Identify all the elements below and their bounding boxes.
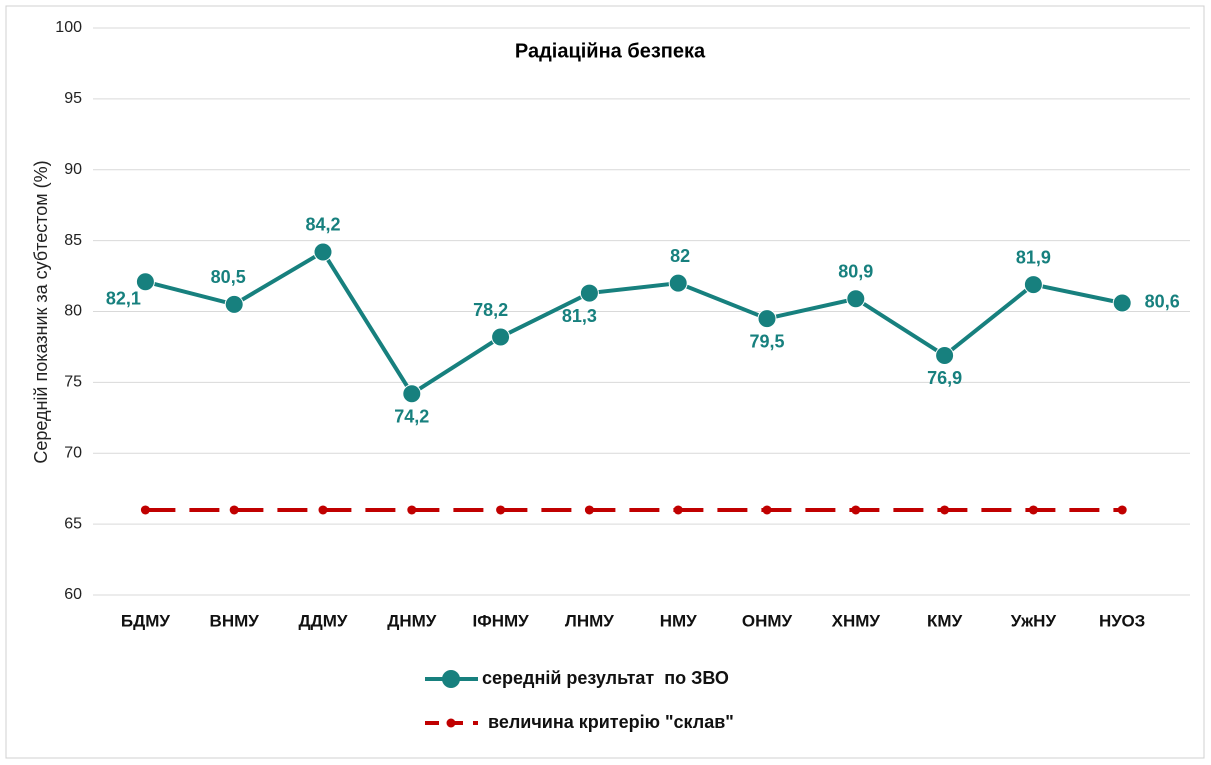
legend-label: величина критерію "склав" bbox=[488, 712, 734, 732]
data-point bbox=[940, 505, 950, 515]
data-point bbox=[851, 505, 861, 515]
x-tick-label: ДДМУ bbox=[299, 611, 348, 630]
data-point bbox=[579, 283, 599, 303]
x-tick-label: ІФНМУ bbox=[472, 611, 529, 630]
data-label: 81,3 bbox=[562, 306, 597, 326]
data-label: 74,2 bbox=[394, 406, 429, 426]
data-point bbox=[318, 505, 328, 515]
y-tick-label: 75 bbox=[64, 374, 82, 391]
line-series bbox=[144, 249, 1123, 397]
data-point bbox=[224, 294, 244, 314]
data-point bbox=[313, 242, 333, 262]
y-tick-label: 70 bbox=[64, 444, 82, 461]
x-tick-label: ОНМУ bbox=[742, 611, 793, 630]
data-point bbox=[407, 505, 417, 515]
x-tick-label: ВНМУ bbox=[210, 611, 260, 630]
x-tick-label: ХНМУ bbox=[832, 611, 881, 630]
y-tick-label: 80 bbox=[64, 303, 82, 320]
data-label: 82,1 bbox=[106, 288, 141, 308]
data-point bbox=[1117, 505, 1127, 515]
x-tick-label: НУОЗ bbox=[1099, 611, 1145, 630]
data-point bbox=[1023, 275, 1043, 295]
chart-title: Радіаційна безпека bbox=[515, 40, 706, 62]
y-axis-label: Середній показник за субтестом (%) bbox=[31, 160, 51, 463]
legend-label: середній результат по ЗВО bbox=[482, 668, 729, 688]
y-tick-label: 100 bbox=[55, 19, 82, 36]
y-tick-label: 90 bbox=[64, 161, 82, 178]
data-label: 78,2 bbox=[473, 300, 508, 320]
x-tick-label: КМУ bbox=[927, 611, 963, 630]
legend-marker bbox=[446, 718, 456, 728]
data-point bbox=[673, 505, 683, 515]
data-label: 84,2 bbox=[305, 215, 340, 235]
data-point bbox=[491, 327, 511, 347]
data-label: 81,9 bbox=[1016, 247, 1051, 267]
data-point bbox=[935, 345, 955, 365]
data-point bbox=[584, 505, 594, 515]
x-tick-label: ДНМУ bbox=[387, 611, 437, 630]
data-point bbox=[757, 309, 777, 329]
y-tick-label: 60 bbox=[64, 586, 82, 603]
y-tick-label: 95 bbox=[64, 90, 82, 107]
data-point bbox=[140, 505, 150, 515]
data-point bbox=[496, 505, 506, 515]
data-label: 80,5 bbox=[211, 267, 246, 287]
x-tick-label: НМУ bbox=[660, 611, 697, 630]
legend-marker bbox=[442, 670, 460, 688]
x-tick-label: УжНУ bbox=[1011, 611, 1057, 630]
data-point bbox=[135, 272, 155, 292]
data-point bbox=[229, 505, 239, 515]
y-tick-label: 85 bbox=[64, 232, 82, 249]
data-label: 82 bbox=[670, 246, 690, 266]
data-point bbox=[846, 289, 866, 309]
x-tick-label: ЛНМУ bbox=[565, 611, 614, 630]
data-point bbox=[1028, 505, 1038, 515]
data-point bbox=[668, 273, 688, 293]
data-label: 80,6 bbox=[1145, 292, 1180, 312]
data-label: 76,9 bbox=[927, 368, 962, 388]
data-point bbox=[762, 505, 772, 515]
y-tick-label: 65 bbox=[64, 515, 82, 532]
x-tick-label: БДМУ bbox=[121, 611, 170, 630]
data-label: 79,5 bbox=[749, 331, 784, 351]
data-label: 80,9 bbox=[838, 261, 873, 281]
data-point bbox=[402, 384, 422, 404]
data-point bbox=[1112, 293, 1132, 313]
